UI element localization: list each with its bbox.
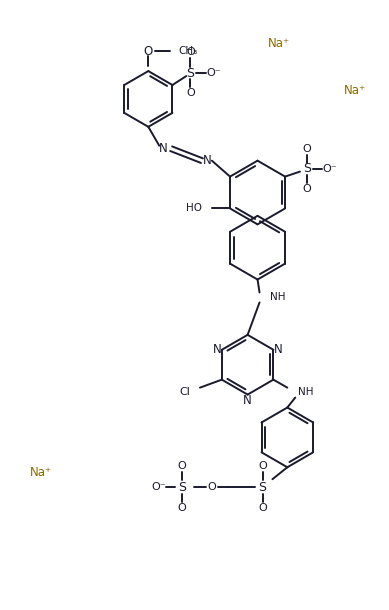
Text: O: O bbox=[207, 482, 216, 492]
Text: Cl: Cl bbox=[179, 387, 190, 396]
Text: S: S bbox=[178, 481, 186, 493]
Text: O⁻: O⁻ bbox=[207, 68, 221, 78]
Text: S: S bbox=[303, 162, 311, 175]
Text: Na⁺: Na⁺ bbox=[268, 37, 291, 49]
Text: Na⁺: Na⁺ bbox=[344, 84, 366, 98]
Text: O: O bbox=[186, 88, 194, 98]
Text: HO: HO bbox=[186, 204, 202, 213]
Text: O: O bbox=[178, 461, 186, 472]
Text: O: O bbox=[258, 461, 267, 472]
Text: O: O bbox=[144, 45, 153, 58]
Text: O⁻: O⁻ bbox=[322, 163, 337, 174]
Text: N: N bbox=[274, 343, 283, 356]
Text: N: N bbox=[243, 394, 252, 407]
Text: N: N bbox=[203, 154, 211, 167]
Text: S: S bbox=[259, 481, 266, 493]
Text: O: O bbox=[303, 184, 311, 193]
Text: O: O bbox=[258, 503, 267, 513]
Text: NH: NH bbox=[298, 387, 314, 396]
Text: O: O bbox=[303, 144, 311, 154]
Text: S: S bbox=[186, 66, 194, 79]
Text: N: N bbox=[212, 343, 221, 356]
Text: O⁻: O⁻ bbox=[151, 482, 166, 492]
Text: NH: NH bbox=[270, 292, 286, 303]
Text: O: O bbox=[186, 47, 194, 57]
Text: Na⁺: Na⁺ bbox=[30, 465, 52, 479]
Text: O: O bbox=[178, 503, 186, 513]
Text: CH₃: CH₃ bbox=[178, 46, 197, 56]
Text: N: N bbox=[159, 142, 168, 155]
